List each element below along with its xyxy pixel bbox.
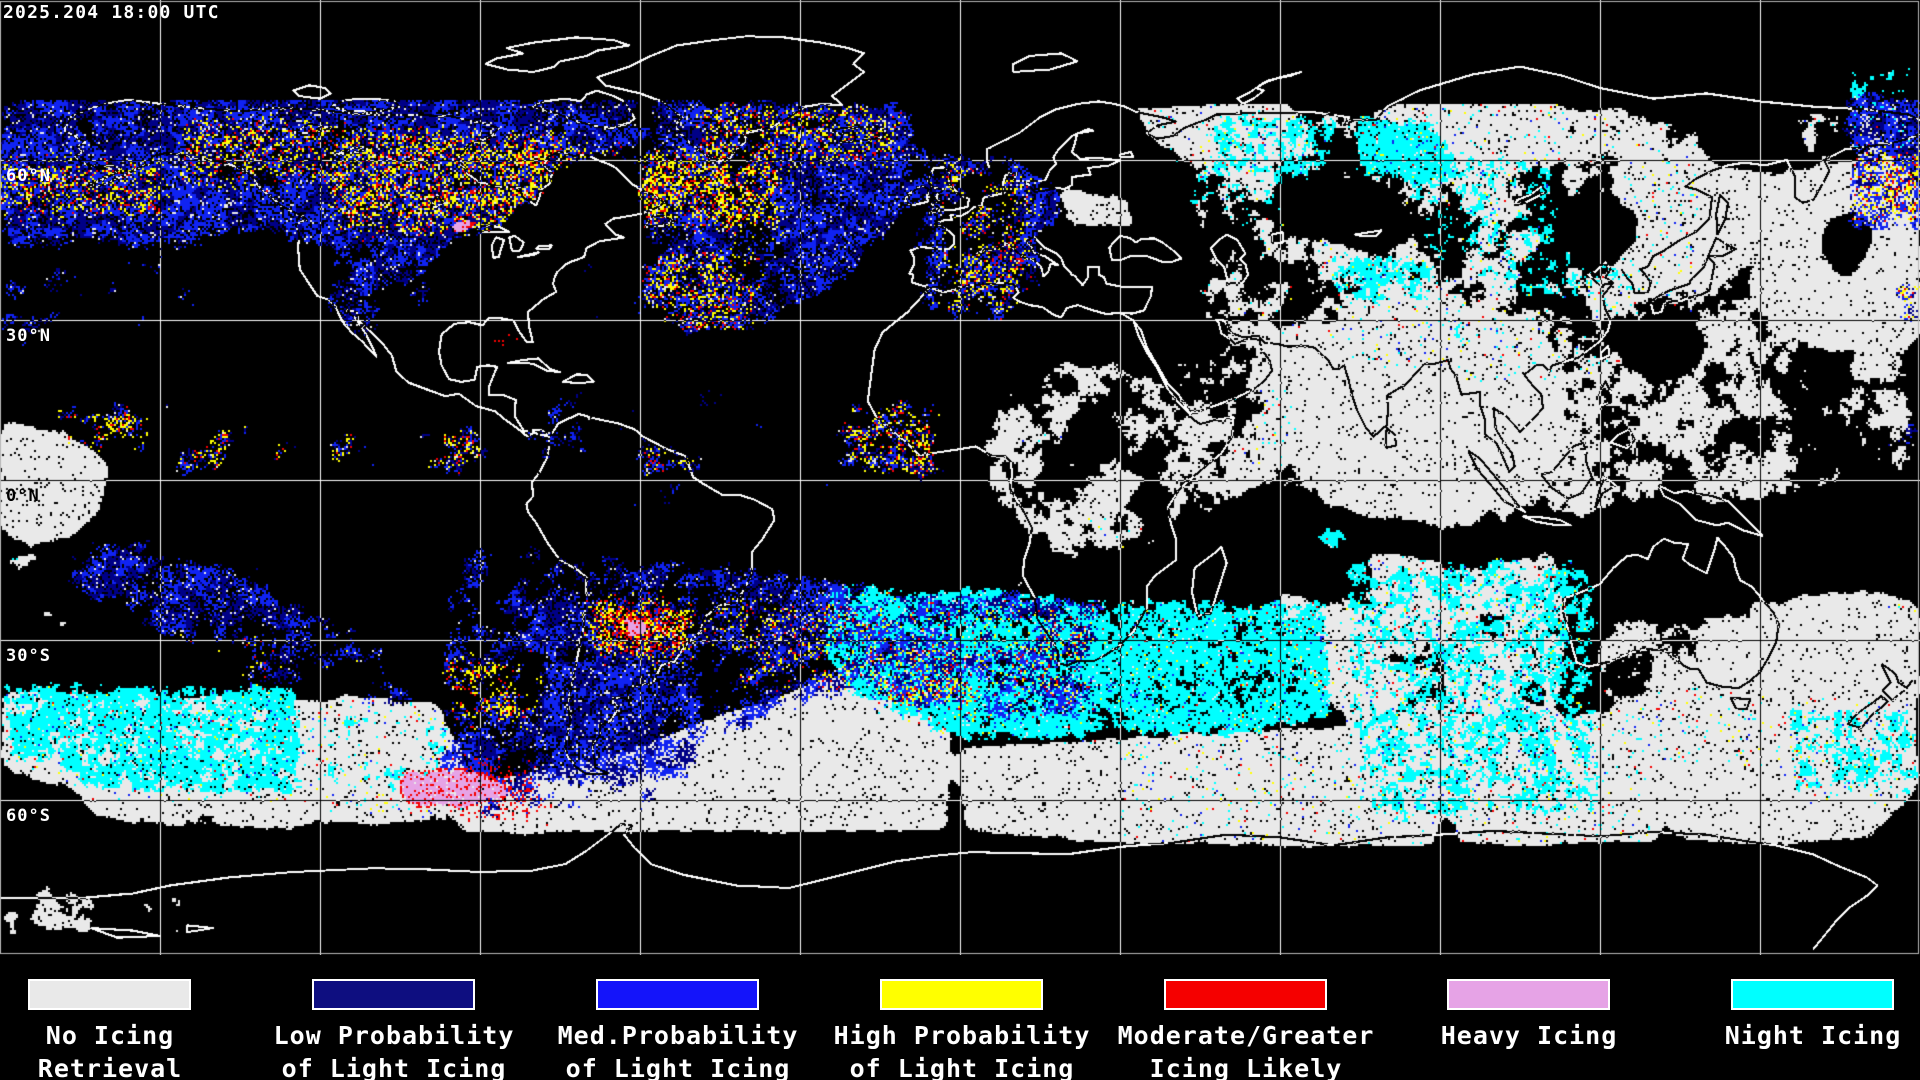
legend-swatch-heavy xyxy=(1447,979,1610,1010)
legend-swatch-low-prob xyxy=(312,979,475,1010)
legend-label: Low Probability of Light Icing xyxy=(274,1019,515,1080)
lat-label: 0°N xyxy=(6,486,40,506)
legend-label-line2: Icing Likely xyxy=(1149,1054,1343,1080)
legend-label-line2: of Light Icing xyxy=(849,1054,1075,1080)
legend-label-line1: Night Icing xyxy=(1724,1021,1902,1050)
legend-swatch-no-icing xyxy=(28,979,191,1010)
legend-label: High Probability of Light Icing xyxy=(834,1019,1091,1080)
legend-label-line2: of Light Icing xyxy=(281,1054,507,1080)
legend-item-low-prob: Low Probability of Light Icing xyxy=(274,979,513,1080)
legend-label-line1: Heavy Icing xyxy=(1440,1021,1618,1050)
legend-item-night: Night Icing xyxy=(1725,979,1900,1050)
timestamp-label: 2025.204 18:00 UTC xyxy=(3,2,220,23)
legend-label-line2: of Light Icing xyxy=(565,1054,791,1080)
legend-item-heavy: Heavy Icing xyxy=(1441,979,1616,1050)
legend-bar: No Icing Retrieval Low Probability of Ligh… xyxy=(0,955,1920,1080)
legend-label: No Icing Retrieval xyxy=(38,1019,182,1080)
legend-label: Night Icing xyxy=(1725,1019,1902,1052)
legend-label-line1: Moderate/Greater xyxy=(1117,1021,1375,1050)
legend-label: Med.Probability of Light Icing xyxy=(558,1019,799,1080)
legend-label-line1: No Icing xyxy=(45,1021,175,1050)
world-icing-map xyxy=(0,0,1920,955)
legend-label-line2: Retrieval xyxy=(37,1054,183,1080)
lat-label: 60°N xyxy=(6,166,51,186)
lat-label: 30°S xyxy=(6,646,51,666)
legend-swatch-moderate xyxy=(1164,979,1327,1010)
legend-item-no-icing: No Icing Retrieval xyxy=(28,979,192,1080)
legend-item-high-prob: High Probability of Light Icing xyxy=(834,979,1089,1080)
lat-label: 30°N xyxy=(6,326,51,346)
legend-item-moderate: Moderate/Greater Icing Likely xyxy=(1118,979,1373,1080)
legend-label: Heavy Icing xyxy=(1441,1019,1618,1052)
lat-label: 60°S xyxy=(6,806,51,826)
legend-swatch-high-prob xyxy=(880,979,1043,1010)
legend-swatch-night xyxy=(1731,979,1894,1010)
legend-label: Moderate/Greater Icing Likely xyxy=(1118,1019,1375,1080)
legend-item-med-prob: Med.Probability of Light Icing xyxy=(558,979,797,1080)
legend-label-line1: Low Probability xyxy=(273,1021,515,1050)
legend-label-line1: High Probability xyxy=(833,1021,1091,1050)
legend-swatch-med-prob xyxy=(596,979,759,1010)
legend-label-line1: Med.Probability xyxy=(557,1021,799,1050)
